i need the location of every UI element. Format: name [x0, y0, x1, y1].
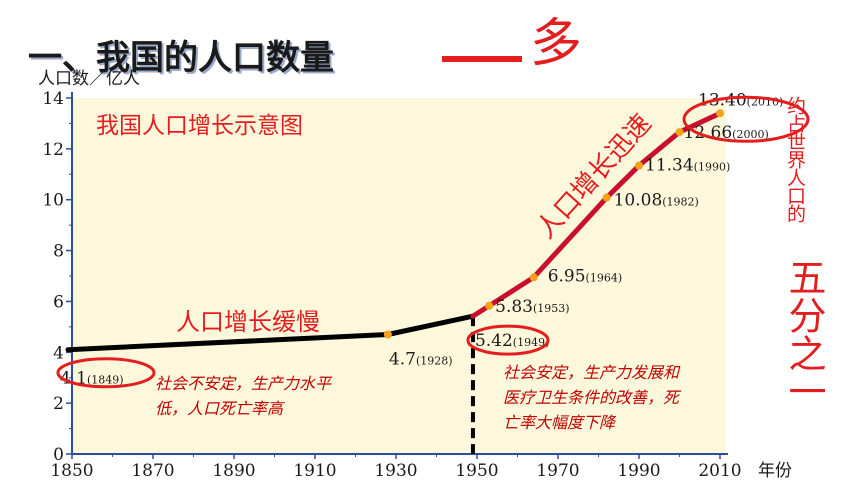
x-tick-label: 2010: [698, 461, 741, 481]
point-value: 5.42: [475, 331, 513, 351]
point-value: 6.95: [548, 266, 586, 286]
x-tick-label: 1870: [131, 461, 174, 481]
point-label: 4.7(1928): [389, 349, 453, 369]
point-year: (1928): [416, 354, 453, 367]
x-tick-label: 1950: [455, 461, 498, 481]
point-year: (1990): [694, 161, 731, 174]
point-year: (2000): [732, 128, 769, 141]
annotation-before-1: 社会不安定，生产力水平: [155, 374, 333, 393]
highlight-1849: [56, 357, 156, 389]
x-tick-label: 1970: [536, 461, 579, 481]
y-tick-label: 4: [53, 343, 64, 363]
data-point: [529, 273, 538, 282]
point-year: (1982): [662, 196, 699, 209]
title-dash: [442, 56, 522, 62]
point-label: 6.95(1964): [548, 266, 622, 286]
y-tick-label: 14: [42, 89, 64, 109]
data-point: [485, 301, 494, 310]
data-point: [675, 128, 684, 137]
annotation-after-1: 社会安定，生产力发展和: [503, 363, 681, 382]
annotation-after-2: 医疗卫生条件的改善，死: [503, 388, 682, 407]
point-value: 10.08: [614, 191, 663, 211]
highlight-1949: [466, 324, 550, 356]
point-year: (1849): [87, 374, 124, 387]
point-label: 5.42(1949): [475, 331, 549, 351]
side-note-big: 五分之一: [782, 258, 826, 410]
title-accent: 多: [530, 14, 583, 74]
point-value: 5.83: [495, 297, 533, 317]
data-point: [602, 193, 611, 202]
annotation-slow: 人口增长缓慢: [176, 308, 320, 336]
annotation-after-3: 亡率大幅度下降: [503, 413, 617, 432]
data-point: [383, 330, 392, 339]
y-tick-label: 2: [53, 394, 64, 414]
point-label: 5.83(1953): [495, 297, 569, 317]
page-title: 一、我国的人口数量: [28, 38, 334, 78]
x-tick-label: 1890: [212, 461, 255, 481]
x-tick-label: 1990: [617, 461, 660, 481]
x-tick-label: 1910: [293, 461, 336, 481]
y-tick-label: 6: [53, 292, 64, 312]
point-value: 4.7: [389, 349, 416, 369]
annotation-before-2: 低，人口死亡率高: [155, 399, 285, 418]
plot-background: [72, 98, 726, 454]
x-axis-label: 年份: [758, 461, 792, 481]
x-tick-label: 1850: [50, 461, 93, 481]
point-label: 10.08(1982): [614, 191, 699, 211]
y-tick-label: 8: [53, 242, 64, 262]
data-point: [716, 109, 724, 118]
point-value: 11.34: [645, 156, 694, 176]
y-tick-label: 10: [42, 191, 64, 211]
chart-title: 我国人口增长示意图: [96, 113, 303, 139]
point-year: (1953): [533, 302, 570, 315]
point-year: (1949): [513, 336, 550, 349]
y-axis-label: 人口数／亿人: [38, 69, 140, 89]
y-tick-label: 12: [42, 140, 64, 160]
side-note-small: 约占世界人口的: [784, 96, 806, 222]
data-point: [635, 161, 643, 170]
point-year: (1964): [586, 271, 623, 284]
y-tick-label: 0: [53, 445, 64, 465]
x-tick-label: 1930: [374, 461, 417, 481]
highlight-2010: [682, 95, 810, 143]
point-label: 11.34(1990): [645, 156, 730, 176]
